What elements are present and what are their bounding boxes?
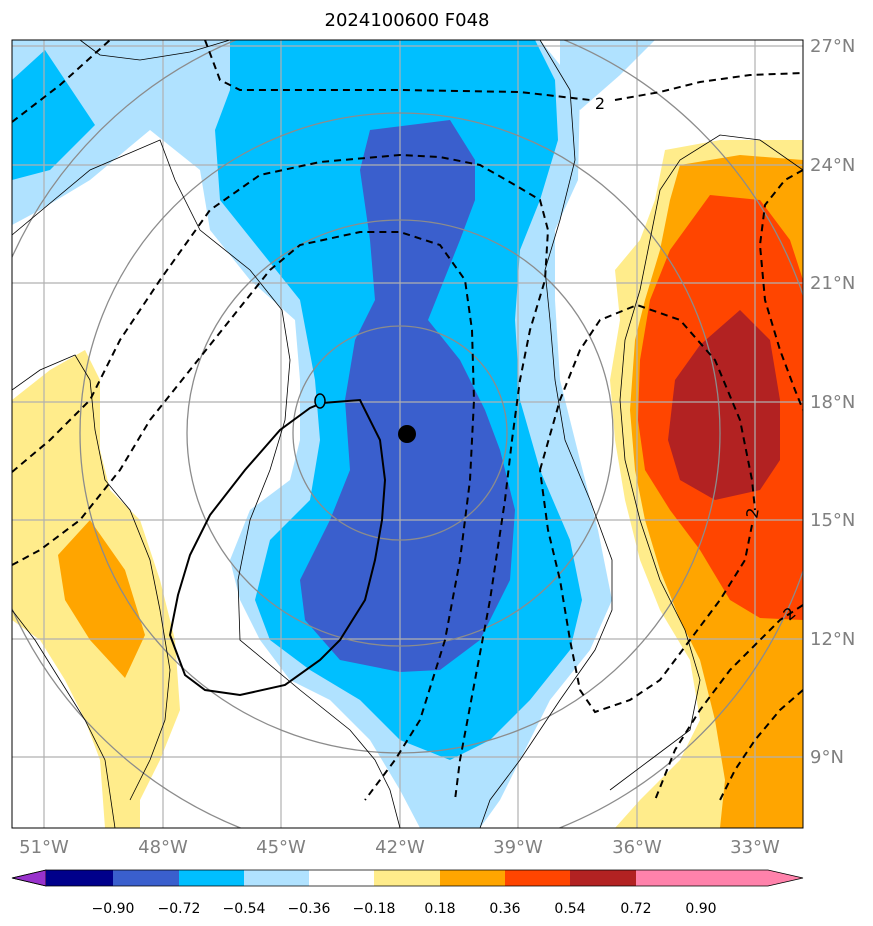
lat-tick-label: 18°N: [810, 392, 855, 413]
colorbar-segment: [570, 870, 636, 886]
colorbar-extend-high: [701, 870, 803, 886]
colorbar-segment: [244, 870, 309, 886]
colorbar-tick-label: −0.54: [223, 901, 266, 917]
colorbar-segment: [46, 870, 113, 886]
lat-tick-label: 21°N: [810, 273, 855, 294]
lat-tick-label: 27°N: [810, 36, 855, 57]
colorbar-tick-label: −0.90: [92, 901, 135, 917]
storm-center-dot: [398, 425, 416, 443]
dashed-contours: [12, 40, 803, 801]
lon-tick-label: 39°W: [493, 837, 543, 858]
colorbar-segment: [440, 870, 505, 886]
lat-tick-label: 12°N: [810, 629, 855, 650]
lon-tick-labels: 51°W 48°W 45°W 42°W 39°W 36°W 33°W: [19, 837, 780, 858]
colorbar-segment: [309, 870, 374, 886]
colorbar-tick-label: 0.90: [685, 901, 716, 917]
shade-negative-strong: [300, 120, 515, 672]
colorbar-segment: [505, 870, 570, 886]
lon-tick-label: 45°W: [256, 837, 306, 858]
lon-tick-label: 33°W: [730, 837, 780, 858]
lat-tick-label: 15°N: [810, 510, 855, 531]
colorbar-segment: [374, 870, 440, 886]
lon-tick-label: 48°W: [138, 837, 188, 858]
map-title: 2024100600 F048: [325, 10, 490, 31]
lon-tick-label: 36°W: [612, 837, 662, 858]
graticule: [12, 40, 803, 828]
lat-tick-labels: 27°N 24°N 21°N 18°N 15°N 12°N 9°N: [810, 36, 855, 768]
colorbar-tick-label: −0.72: [158, 901, 201, 917]
colorbar-tick-label: 0.54: [554, 901, 585, 917]
shade-negative-light-ne: [560, 40, 655, 110]
colorbar-tick-label: −0.18: [353, 901, 396, 917]
lat-tick-label: 9°N: [810, 747, 844, 768]
lon-tick-label: 42°W: [375, 837, 425, 858]
colorbar-segment: [179, 870, 244, 886]
colorbar-segment: [113, 870, 179, 886]
outline-contours: [12, 40, 803, 828]
lat-tick-label: 24°N: [810, 155, 855, 176]
zero-contour-label-marker: [314, 393, 326, 409]
contour-label-2-north: 2: [595, 94, 605, 113]
colorbar-tick-label: 0.36: [489, 901, 520, 917]
map-plot-area: 2 2 2: [12, 40, 803, 828]
colorbar-segment: [636, 870, 701, 886]
colorbar-tick-label: −0.36: [288, 901, 331, 917]
colorbar-tick-label: 0.72: [620, 901, 651, 917]
shade-negative-medium-nw: [12, 50, 95, 180]
map-frame: [11, 39, 804, 829]
colorbar: −0.90 −0.72 −0.54 −0.36 −0.18 0.18 0.36 …: [11, 869, 804, 917]
lon-tick-label: 51°W: [19, 837, 69, 858]
contour-label-2-east: 2: [742, 506, 762, 519]
shade-positive-east-peak: [668, 310, 780, 500]
colorbar-extend-low: [11, 869, 47, 887]
colorbar-tick-label: 0.18: [424, 901, 455, 917]
solid-zero-contour: [168, 398, 387, 697]
